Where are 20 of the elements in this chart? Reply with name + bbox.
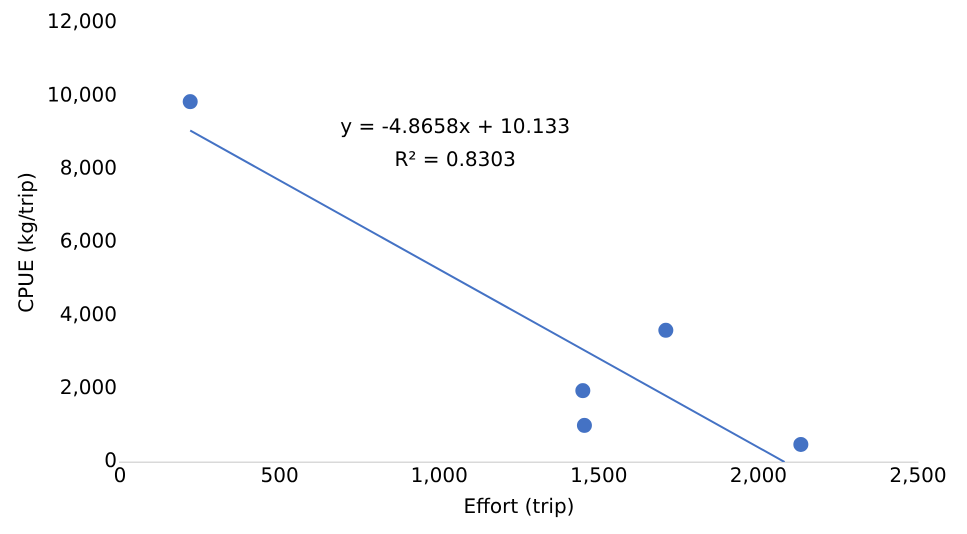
y-tick-label: 6,000	[60, 228, 117, 253]
point	[182, 94, 198, 110]
y-tick-label: 8,000	[60, 156, 117, 180]
point	[658, 322, 674, 338]
x-tick-label: 2,000	[730, 463, 788, 488]
annotation: R² = 0.8303	[394, 147, 516, 172]
x-tick-label: 2,500	[889, 463, 947, 488]
y-tick-label: 4,000	[60, 302, 117, 326]
x-tick-label: 500	[260, 463, 299, 488]
x-axis-title: Effort (trip)	[463, 494, 574, 518]
y-axis-title: CPUE (kg/trip)	[14, 172, 38, 313]
x-tick-label: 1,000	[410, 463, 468, 488]
point	[575, 383, 590, 398]
x-tick-label: 1,500	[570, 463, 628, 488]
point	[793, 436, 808, 452]
y-tick-label: 12,000	[46, 9, 117, 34]
y-tick-label: 10,000	[46, 82, 117, 106]
point	[576, 418, 592, 433]
y-tick-label: 2,000	[60, 375, 117, 400]
annotation: y = -4.8658x + 10.133	[340, 114, 570, 138]
